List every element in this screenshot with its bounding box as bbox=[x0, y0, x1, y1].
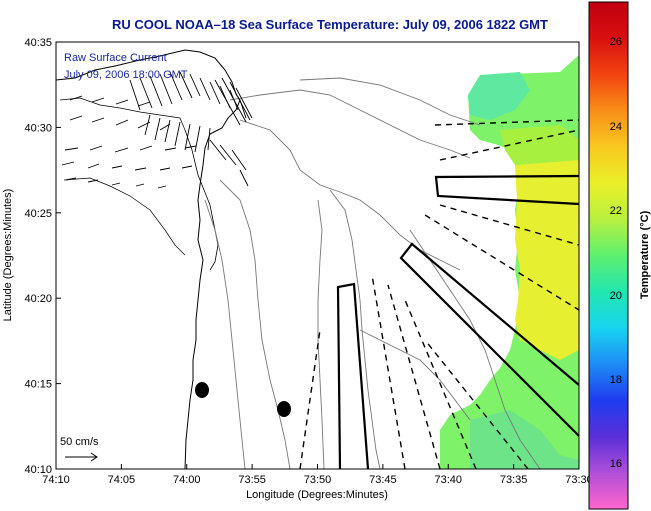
x-tick-label: 74:00 bbox=[173, 474, 201, 486]
marker-dot-west bbox=[195, 382, 209, 398]
x-tick-label: 74:10 bbox=[42, 474, 70, 486]
y-tick-label: 40:30 bbox=[24, 122, 52, 134]
transect-box-south bbox=[336, 282, 370, 469]
transect-box-southeast bbox=[399, 242, 579, 437]
colorbar-tick-label: 20 bbox=[610, 290, 622, 302]
velocity-scale-label: 50 cm/s bbox=[60, 436, 99, 448]
y-tick-label: 40:35 bbox=[24, 37, 52, 49]
sst-lightgreen-patch bbox=[500, 125, 579, 165]
sst-yellow-patch bbox=[515, 160, 579, 360]
transect-boxes bbox=[336, 174, 579, 469]
x-tick-label: 73:45 bbox=[369, 474, 397, 486]
transect-box-east bbox=[434, 174, 579, 206]
x-tick-label: 73:50 bbox=[304, 474, 332, 486]
current-overlay-title: Raw Surface Current bbox=[64, 52, 167, 64]
marker-dot-east bbox=[277, 401, 291, 417]
colorbar-label: Temperature (°C) bbox=[639, 210, 651, 299]
velocity-scale: 50 cm/s bbox=[60, 436, 99, 462]
x-axis-label: Longitude (Degrees:Minutes) bbox=[246, 489, 388, 501]
bathymetry-contours bbox=[204, 77, 541, 469]
y-axis-label: Latitude (Degrees:Minutes) bbox=[2, 189, 14, 322]
y-tick-label: 40:10 bbox=[24, 464, 52, 476]
y-axis-ticks: 40:10 40:15 40:20 40:25 40:30 40:35 bbox=[24, 37, 61, 476]
y-tick-label: 40:15 bbox=[24, 379, 52, 391]
x-tick-label: 74:05 bbox=[108, 474, 136, 486]
sst-cyan-patch bbox=[468, 72, 530, 120]
colorbar-tick-label: 18 bbox=[610, 374, 622, 386]
transect-dashed-lines bbox=[299, 119, 579, 469]
y-tick-label: 40:20 bbox=[24, 293, 52, 305]
x-tick-label: 73:40 bbox=[434, 474, 462, 486]
coastline bbox=[56, 49, 241, 469]
sst-cyan-bottom-patch bbox=[470, 410, 579, 469]
colorbar-tick-label: 24 bbox=[610, 121, 622, 133]
x-tick-label: 73:55 bbox=[238, 474, 266, 486]
colorbar bbox=[588, 1, 629, 510]
x-tick-label: 73:30 bbox=[565, 474, 593, 486]
current-vectors bbox=[61, 71, 253, 189]
colorbar-tick-label: 22 bbox=[610, 205, 622, 217]
y-tick-label: 40:25 bbox=[24, 208, 52, 220]
plot-area: 50 cm/s Raw Surface Current July 09, 200… bbox=[56, 42, 579, 469]
coastline-inner bbox=[184, 129, 219, 271]
x-tick-label: 73:35 bbox=[500, 474, 528, 486]
figure-title: RU COOL NOAA–18 Sea Surface Temperature:… bbox=[112, 17, 548, 32]
sst-field bbox=[440, 55, 579, 469]
bay-outline bbox=[59, 97, 186, 256]
velocity-scale-arrow bbox=[65, 452, 98, 462]
colorbar-ticks: 16 18 20 22 24 26 bbox=[610, 36, 622, 470]
x-axis-ticks: 74:10 74:05 74:00 73:55 73:50 73:45 73:40 73:35… bbox=[42, 464, 593, 486]
current-overlay-time: July 09, 2006 18:00 GMT bbox=[64, 69, 188, 81]
colorbar-tick-label: 16 bbox=[610, 458, 622, 470]
colorbar-tick-label: 26 bbox=[610, 36, 622, 48]
